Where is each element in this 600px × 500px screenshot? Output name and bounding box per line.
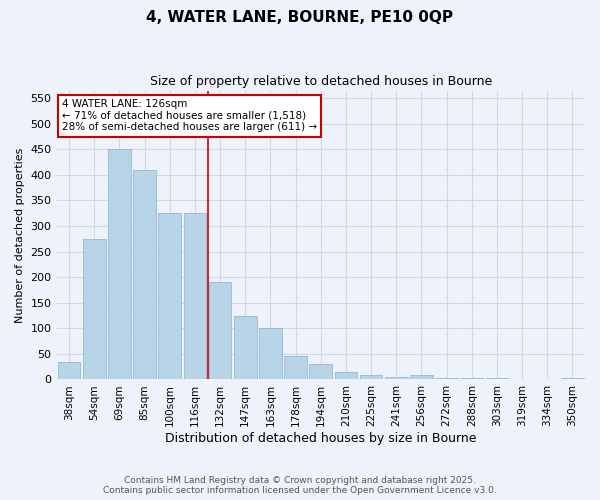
Bar <box>511 379 533 380</box>
X-axis label: Distribution of detached houses by size in Bourne: Distribution of detached houses by size … <box>165 432 476 445</box>
Bar <box>435 378 458 380</box>
Bar <box>335 372 357 380</box>
Bar <box>83 239 106 380</box>
Text: 4 WATER LANE: 126sqm
← 71% of detached houses are smaller (1,518)
28% of semi-de: 4 WATER LANE: 126sqm ← 71% of detached h… <box>62 99 317 132</box>
Bar <box>385 377 407 380</box>
Bar <box>410 376 433 380</box>
Bar <box>209 282 232 380</box>
Bar <box>284 356 307 380</box>
Text: 4, WATER LANE, BOURNE, PE10 0QP: 4, WATER LANE, BOURNE, PE10 0QP <box>146 10 454 25</box>
Bar <box>460 378 483 380</box>
Title: Size of property relative to detached houses in Bourne: Size of property relative to detached ho… <box>149 75 492 88</box>
Bar <box>360 376 382 380</box>
Bar <box>133 170 156 380</box>
Bar <box>234 316 257 380</box>
Bar <box>310 364 332 380</box>
Bar <box>561 378 584 380</box>
Bar <box>184 214 206 380</box>
Bar <box>259 328 282 380</box>
Bar <box>485 378 508 380</box>
Bar <box>158 214 181 380</box>
Bar <box>536 379 559 380</box>
Bar <box>108 150 131 380</box>
Text: Contains HM Land Registry data © Crown copyright and database right 2025.
Contai: Contains HM Land Registry data © Crown c… <box>103 476 497 495</box>
Bar <box>58 362 80 380</box>
Y-axis label: Number of detached properties: Number of detached properties <box>15 148 25 322</box>
